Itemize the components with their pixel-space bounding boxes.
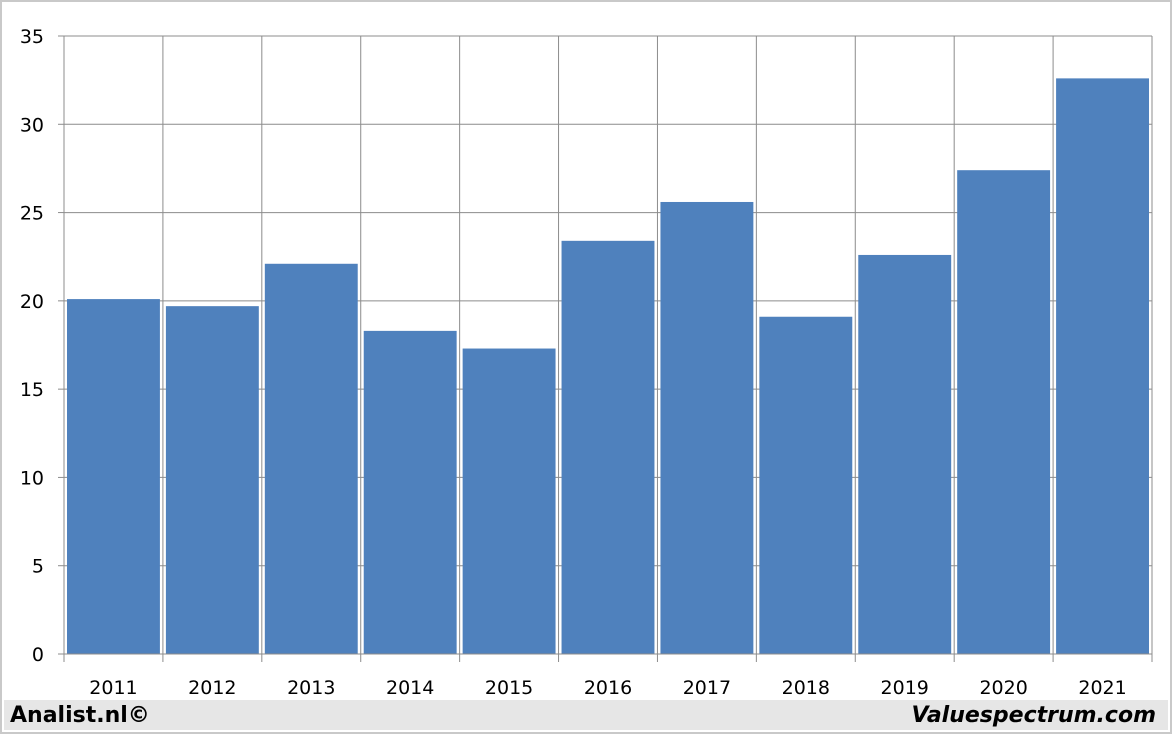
- bar-2016: [561, 240, 655, 654]
- y-axis-ticks: 0 5 10 15 20 25 30 35: [20, 26, 44, 666]
- y-tick-label: 35: [20, 26, 44, 48]
- x-tick-label: 2011: [89, 677, 137, 699]
- footer-bar: Analist.nl© Valuespectrum.com: [4, 700, 1168, 730]
- x-tick-label: 2021: [1078, 677, 1126, 699]
- y-tick-label: 0: [32, 644, 44, 666]
- x-tick-label: 2020: [979, 677, 1027, 699]
- bar-2014: [363, 330, 457, 654]
- bar-2011: [67, 299, 160, 654]
- y-tick-label: 10: [20, 467, 44, 489]
- x-tick-label: 2013: [287, 677, 335, 699]
- bar-2012: [165, 306, 259, 654]
- x-tick-label: 2017: [683, 677, 731, 699]
- footer-right-credit: Valuespectrum.com: [911, 703, 1156, 728]
- axes: [58, 35, 1152, 655]
- bar-2021: [1056, 78, 1149, 655]
- x-tick-label: 2014: [386, 677, 434, 699]
- x-tick-label: 2015: [485, 677, 533, 699]
- bars: [67, 78, 1149, 655]
- bar-2019: [858, 254, 952, 654]
- bar-2017: [660, 201, 754, 654]
- y-tick-label: 30: [20, 114, 44, 136]
- bar-2015: [462, 348, 556, 654]
- footer-left-credit: Analist.nl©: [10, 703, 150, 728]
- x-tick-label: 2012: [188, 677, 236, 699]
- bar-2013: [264, 263, 358, 654]
- x-tick-label: 2016: [584, 677, 632, 699]
- bar-2020: [957, 170, 1051, 655]
- y-tick-label: 25: [20, 203, 44, 225]
- y-tick-label: 20: [20, 291, 44, 313]
- y-tick-label: 5: [32, 556, 44, 578]
- bar-2018: [759, 316, 853, 654]
- y-tick-label: 15: [20, 379, 44, 401]
- x-tick-label: 2018: [782, 677, 830, 699]
- x-tick-label: 2019: [881, 677, 929, 699]
- x-axis-ticks: 2011 2012 2013 2014 2015 2016 2017 2018 2019 2020…: [89, 677, 1126, 699]
- gridlines: [63, 35, 1153, 662]
